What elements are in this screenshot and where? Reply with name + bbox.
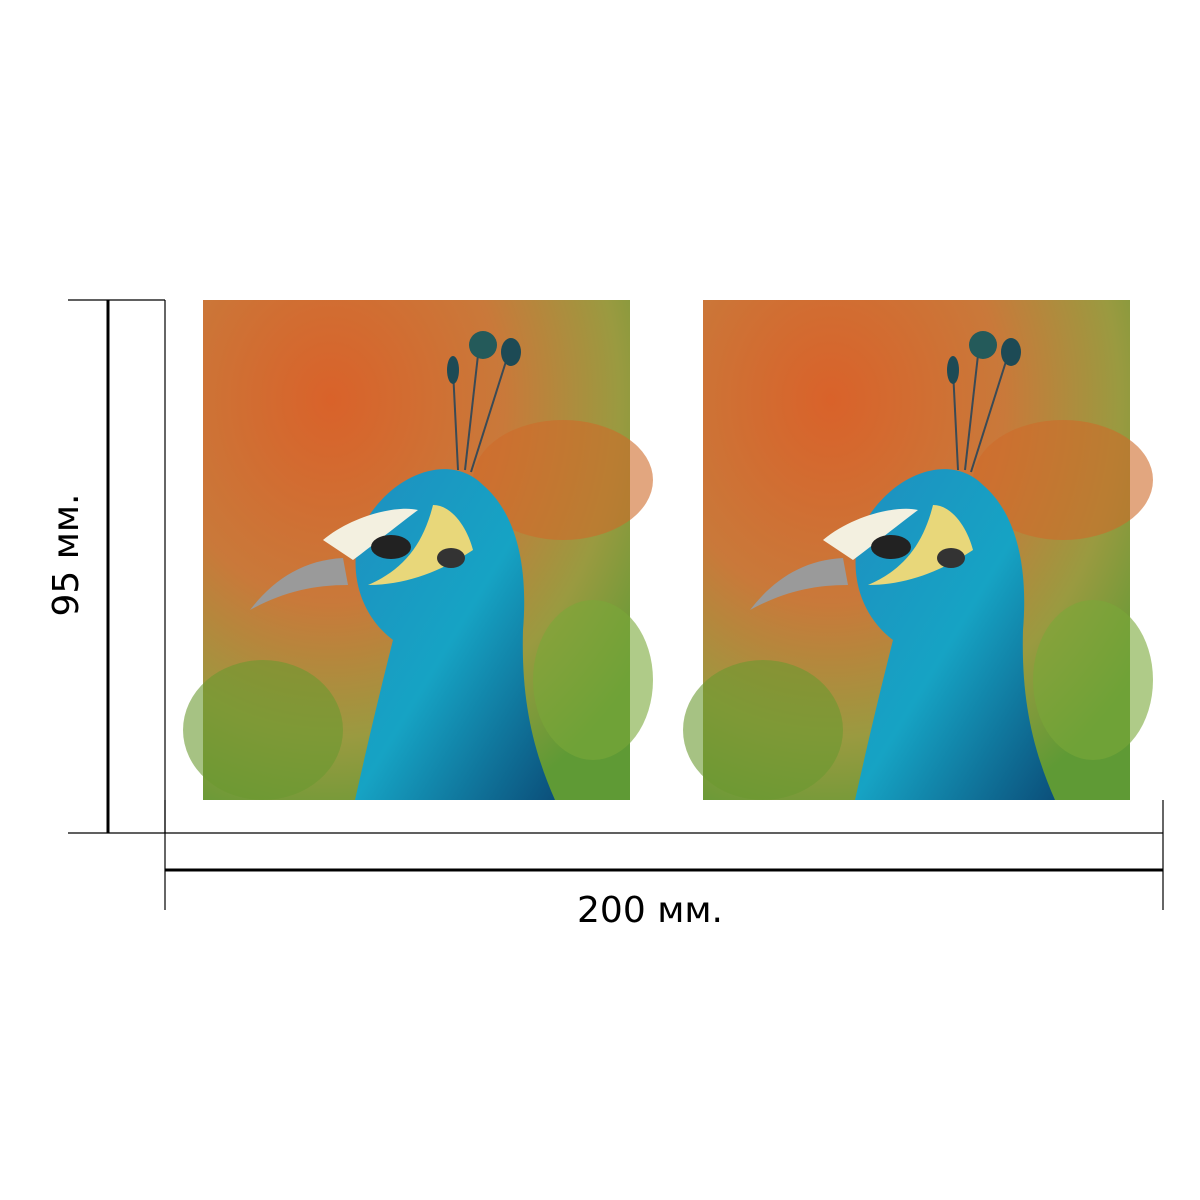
height-label: 95 мм. bbox=[46, 493, 87, 616]
print-image bbox=[182, 299, 654, 801]
print-image bbox=[682, 299, 1154, 801]
width-label: 200 мм. bbox=[577, 890, 723, 931]
